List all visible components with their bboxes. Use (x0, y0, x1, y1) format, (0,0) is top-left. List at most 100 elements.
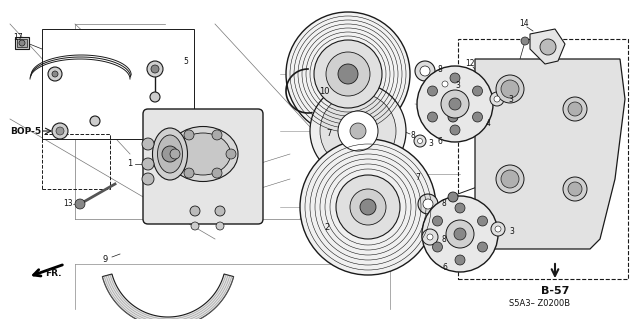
FancyBboxPatch shape (143, 109, 263, 224)
Circle shape (428, 86, 438, 96)
Circle shape (151, 65, 159, 73)
Polygon shape (530, 29, 565, 64)
Circle shape (540, 39, 556, 55)
Text: BOP-5: BOP-5 (10, 127, 41, 136)
Circle shape (162, 146, 178, 162)
Circle shape (449, 98, 461, 110)
Bar (17, 39, 27, 47)
Circle shape (314, 40, 382, 108)
Circle shape (417, 66, 493, 142)
Text: S5A3– Z0200B: S5A3– Z0200B (509, 300, 571, 308)
Text: 8: 8 (411, 131, 415, 140)
Circle shape (142, 138, 154, 150)
Polygon shape (475, 59, 625, 249)
Circle shape (450, 73, 460, 83)
Circle shape (441, 90, 469, 118)
Ellipse shape (168, 127, 238, 182)
Bar (15, 37, 29, 49)
Circle shape (496, 165, 524, 193)
Circle shape (360, 199, 376, 215)
Ellipse shape (175, 133, 230, 175)
Text: 6: 6 (443, 263, 447, 271)
Circle shape (494, 96, 500, 102)
Circle shape (147, 61, 163, 77)
Circle shape (75, 199, 85, 209)
Circle shape (423, 199, 433, 209)
Circle shape (170, 149, 180, 159)
Circle shape (215, 206, 225, 216)
Circle shape (56, 127, 64, 135)
Circle shape (350, 123, 366, 139)
Polygon shape (102, 274, 234, 319)
Circle shape (563, 177, 587, 201)
Circle shape (428, 112, 438, 122)
Circle shape (433, 242, 442, 252)
Circle shape (338, 111, 378, 151)
Ellipse shape (157, 135, 182, 173)
Text: 8: 8 (437, 64, 442, 73)
Circle shape (212, 168, 222, 178)
Text: 5: 5 (183, 56, 188, 65)
Circle shape (414, 135, 426, 147)
Circle shape (142, 173, 154, 185)
Text: 2: 2 (324, 222, 330, 232)
Text: 3: 3 (455, 81, 460, 91)
Circle shape (184, 130, 194, 140)
Text: 1: 1 (127, 160, 132, 168)
Text: 13: 13 (63, 199, 73, 209)
Bar (42, 29, 194, 139)
Text: B-57: B-57 (541, 286, 569, 296)
Circle shape (448, 192, 458, 202)
Circle shape (568, 102, 582, 116)
Circle shape (495, 226, 501, 232)
Circle shape (501, 170, 519, 188)
Circle shape (496, 75, 524, 103)
Circle shape (142, 158, 154, 170)
Circle shape (216, 222, 224, 230)
Circle shape (184, 168, 194, 178)
Circle shape (422, 196, 498, 272)
Circle shape (417, 138, 422, 144)
Bar (42, 134, 110, 189)
Circle shape (472, 86, 483, 96)
Text: 8: 8 (442, 234, 447, 243)
Text: 8: 8 (442, 199, 447, 209)
Ellipse shape (152, 128, 188, 180)
Text: 3: 3 (428, 139, 433, 149)
Circle shape (90, 116, 100, 126)
Circle shape (48, 67, 62, 81)
Text: 4: 4 (486, 120, 490, 129)
Circle shape (450, 125, 460, 135)
Circle shape (427, 234, 433, 240)
Text: 3: 3 (509, 226, 514, 235)
Circle shape (490, 92, 504, 106)
Text: 7: 7 (326, 130, 332, 138)
Circle shape (150, 92, 160, 102)
Circle shape (420, 66, 430, 76)
Circle shape (310, 83, 406, 179)
Circle shape (521, 37, 529, 45)
Circle shape (477, 216, 488, 226)
Circle shape (415, 61, 435, 81)
Circle shape (442, 81, 448, 87)
Text: 12: 12 (465, 60, 475, 69)
Circle shape (568, 182, 582, 196)
Bar (458, 39, 628, 279)
Circle shape (326, 52, 370, 96)
Circle shape (350, 189, 386, 225)
Text: 14: 14 (519, 19, 529, 28)
Circle shape (477, 242, 488, 252)
Text: 3: 3 (508, 94, 513, 103)
Circle shape (455, 255, 465, 265)
Circle shape (454, 228, 466, 240)
Circle shape (472, 112, 483, 122)
Circle shape (438, 77, 452, 91)
Circle shape (19, 40, 25, 46)
Circle shape (422, 229, 438, 245)
Circle shape (191, 222, 199, 230)
Circle shape (563, 97, 587, 121)
Circle shape (190, 206, 200, 216)
Circle shape (448, 112, 458, 122)
Text: 9: 9 (102, 255, 108, 263)
Circle shape (226, 149, 236, 159)
